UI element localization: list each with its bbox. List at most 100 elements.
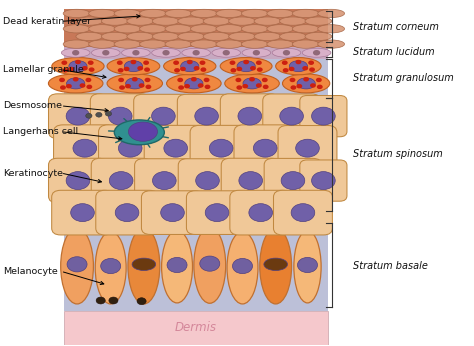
- FancyBboxPatch shape: [220, 94, 279, 138]
- FancyBboxPatch shape: [278, 126, 337, 171]
- Text: Stratum corneum: Stratum corneum: [353, 21, 439, 31]
- Ellipse shape: [89, 25, 116, 33]
- Ellipse shape: [220, 57, 272, 75]
- Ellipse shape: [152, 17, 179, 25]
- FancyBboxPatch shape: [54, 125, 116, 172]
- Ellipse shape: [203, 32, 230, 40]
- Ellipse shape: [139, 9, 166, 18]
- FancyBboxPatch shape: [64, 311, 328, 345]
- Circle shape: [66, 84, 72, 88]
- Circle shape: [132, 77, 138, 82]
- Circle shape: [60, 85, 66, 90]
- Ellipse shape: [100, 258, 121, 274]
- Circle shape: [250, 66, 256, 71]
- Ellipse shape: [280, 17, 306, 25]
- Ellipse shape: [239, 172, 263, 190]
- Ellipse shape: [241, 9, 268, 18]
- Circle shape: [302, 66, 308, 71]
- Ellipse shape: [280, 107, 303, 125]
- FancyBboxPatch shape: [300, 160, 347, 201]
- Ellipse shape: [67, 78, 85, 89]
- Circle shape: [89, 67, 94, 72]
- Ellipse shape: [66, 107, 90, 125]
- Ellipse shape: [311, 107, 335, 125]
- Ellipse shape: [191, 40, 217, 48]
- Circle shape: [249, 77, 255, 82]
- Ellipse shape: [238, 107, 262, 125]
- Ellipse shape: [76, 17, 103, 25]
- Ellipse shape: [152, 32, 179, 40]
- Circle shape: [313, 50, 320, 55]
- Circle shape: [82, 66, 88, 71]
- Ellipse shape: [228, 32, 255, 40]
- Circle shape: [59, 78, 65, 82]
- Ellipse shape: [200, 256, 220, 271]
- Ellipse shape: [298, 257, 318, 273]
- Ellipse shape: [127, 17, 154, 25]
- Ellipse shape: [73, 139, 97, 157]
- Ellipse shape: [272, 48, 301, 57]
- Circle shape: [289, 67, 294, 71]
- Ellipse shape: [101, 17, 128, 25]
- Circle shape: [145, 78, 150, 82]
- Ellipse shape: [241, 25, 268, 33]
- FancyBboxPatch shape: [273, 190, 332, 235]
- Circle shape: [125, 84, 131, 88]
- Circle shape: [283, 68, 289, 73]
- Ellipse shape: [292, 9, 319, 18]
- Ellipse shape: [210, 139, 233, 157]
- Ellipse shape: [241, 40, 268, 48]
- Circle shape: [263, 85, 269, 89]
- Circle shape: [174, 68, 180, 73]
- Ellipse shape: [194, 227, 226, 303]
- Circle shape: [137, 66, 143, 71]
- FancyBboxPatch shape: [96, 190, 158, 235]
- Circle shape: [124, 67, 129, 71]
- Ellipse shape: [302, 48, 331, 57]
- FancyBboxPatch shape: [263, 94, 320, 138]
- Text: Stratum lucidum: Stratum lucidum: [353, 47, 435, 57]
- Ellipse shape: [107, 57, 160, 75]
- Ellipse shape: [216, 25, 243, 33]
- FancyBboxPatch shape: [64, 9, 328, 47]
- Circle shape: [230, 68, 237, 73]
- Circle shape: [309, 67, 315, 72]
- Ellipse shape: [191, 25, 217, 33]
- Ellipse shape: [237, 61, 255, 72]
- Ellipse shape: [76, 32, 103, 40]
- Circle shape: [73, 77, 79, 82]
- Ellipse shape: [318, 9, 345, 18]
- Ellipse shape: [165, 25, 192, 33]
- Ellipse shape: [228, 17, 255, 25]
- Ellipse shape: [296, 139, 319, 157]
- Circle shape: [205, 85, 210, 89]
- FancyBboxPatch shape: [264, 158, 322, 203]
- Circle shape: [194, 66, 200, 71]
- Circle shape: [86, 85, 92, 89]
- Text: Melanocyte: Melanocyte: [3, 267, 58, 276]
- Circle shape: [130, 60, 137, 64]
- Ellipse shape: [318, 40, 345, 48]
- Ellipse shape: [66, 172, 90, 190]
- Ellipse shape: [167, 257, 187, 273]
- Ellipse shape: [127, 32, 154, 40]
- Text: Langerhans cell: Langerhans cell: [3, 127, 78, 136]
- Circle shape: [204, 78, 210, 82]
- Circle shape: [317, 85, 323, 89]
- Ellipse shape: [95, 231, 126, 304]
- Text: Stratum granulosum: Stratum granulosum: [353, 73, 454, 83]
- Circle shape: [237, 67, 242, 71]
- Ellipse shape: [124, 61, 143, 72]
- Ellipse shape: [109, 107, 132, 125]
- FancyBboxPatch shape: [135, 159, 194, 202]
- Circle shape: [62, 68, 68, 73]
- Circle shape: [242, 84, 248, 88]
- FancyBboxPatch shape: [134, 94, 193, 138]
- FancyBboxPatch shape: [144, 125, 207, 171]
- Ellipse shape: [281, 172, 305, 190]
- Ellipse shape: [164, 57, 216, 75]
- Ellipse shape: [126, 78, 144, 89]
- Ellipse shape: [291, 204, 315, 221]
- Circle shape: [85, 78, 91, 82]
- Circle shape: [173, 61, 179, 65]
